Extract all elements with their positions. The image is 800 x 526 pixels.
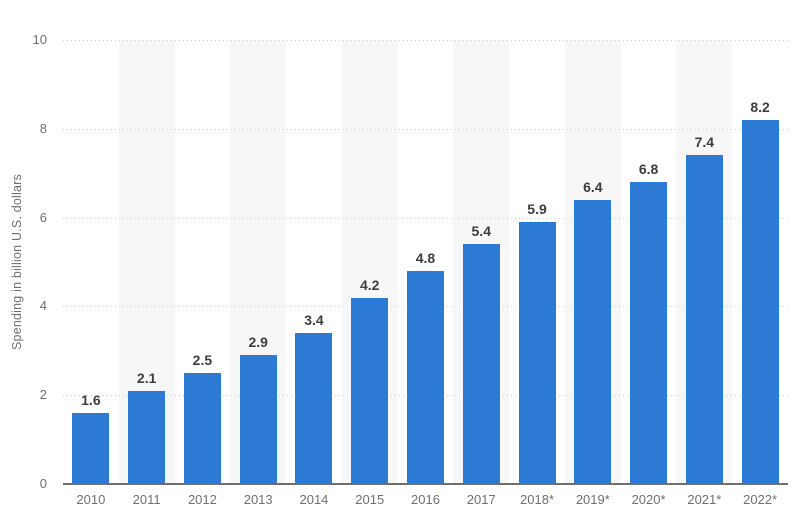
bar-value-label: 7.4 bbox=[694, 134, 715, 151]
bar bbox=[72, 412, 110, 484]
bar-value-label: 6.4 bbox=[583, 178, 603, 195]
x-tick-label: 2018* bbox=[520, 492, 555, 507]
x-tick-label: 2017 bbox=[466, 492, 496, 507]
x-tick-label: 2015 bbox=[355, 492, 385, 507]
x-tick-label: 2016 bbox=[411, 492, 440, 507]
bar bbox=[128, 390, 166, 484]
bar bbox=[351, 297, 389, 484]
x-tick-label: 2012 bbox=[187, 492, 217, 507]
bar-value-label: 5.4 bbox=[471, 223, 491, 240]
bar bbox=[407, 270, 444, 484]
bar-value-label: 3.4 bbox=[304, 312, 324, 329]
bar bbox=[462, 244, 500, 484]
gridline bbox=[63, 128, 788, 130]
bar bbox=[518, 222, 556, 484]
y-axis-title: Spending in billion U.S. dollars bbox=[10, 174, 24, 350]
bar-value-label: 5.9 bbox=[527, 201, 547, 218]
bar-value-label: 6.8 bbox=[638, 161, 659, 178]
bar bbox=[295, 333, 333, 484]
gridline bbox=[63, 40, 788, 41]
bar bbox=[741, 119, 779, 484]
bar bbox=[630, 182, 668, 484]
y-tick-label: 0 bbox=[39, 476, 47, 491]
bar-value-label: 1.6 bbox=[81, 391, 101, 408]
x-tick-label: 2019* bbox=[575, 492, 610, 507]
bar bbox=[574, 199, 612, 484]
x-tick-label: 2011 bbox=[132, 492, 161, 507]
bar-value-label: 2.1 bbox=[136, 369, 157, 386]
bar-value-label: 2.5 bbox=[192, 352, 213, 368]
y-tick-label: 10 bbox=[32, 32, 47, 47]
bar bbox=[239, 355, 277, 484]
bar-value-label: 8.2 bbox=[750, 98, 770, 115]
bar-value-label: 4.8 bbox=[415, 249, 436, 266]
x-tick-label: 2013 bbox=[243, 492, 273, 507]
bar-value-label: 2.9 bbox=[248, 334, 268, 351]
x-axis-line bbox=[63, 483, 788, 485]
y-tick-label: 2 bbox=[39, 387, 47, 403]
x-tick-label: 2010 bbox=[76, 492, 106, 507]
x-tick-label: 2022* bbox=[743, 492, 778, 507]
y-tick-label: 4 bbox=[39, 298, 47, 314]
gridline bbox=[63, 217, 788, 219]
bar-value-label: 4.2 bbox=[359, 276, 380, 293]
y-tick-label: 8 bbox=[39, 120, 47, 136]
bar bbox=[685, 155, 723, 484]
bar bbox=[183, 373, 221, 484]
x-tick-label: 2020* bbox=[631, 492, 666, 507]
plot-area: 1.6 2.1 2.5 2.9 3.4 4.2 4.8 5.4 5.9 6.4 6.8 7.4 8.2 bbox=[63, 40, 788, 484]
x-tick-label: 2014 bbox=[299, 492, 329, 507]
x-tick-label: 2021* bbox=[687, 492, 722, 507]
y-tick-label: 6 bbox=[39, 209, 47, 225]
